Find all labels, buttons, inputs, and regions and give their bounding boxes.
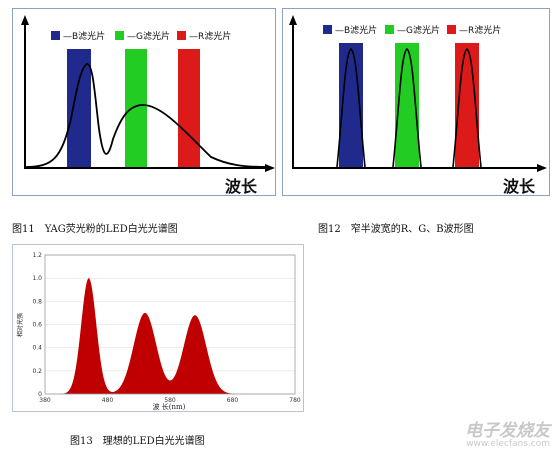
fig11-legend-b-swatch	[51, 31, 60, 40]
fig11-legend-b-label: —B滤光片	[63, 32, 106, 42]
fig12-legend-r-swatch	[447, 25, 456, 34]
fig13-y-tick-labels: 0 0.2 0.4 0.6 0.8 1.0 1.2	[32, 252, 42, 398]
fig13-x-tick-label: 580	[164, 397, 176, 404]
fig12-plot	[289, 15, 547, 172]
fig13-y-tick-label: 0	[38, 391, 42, 398]
fig11-legend-g: —G滤光片	[115, 29, 170, 42]
fig12-legend-r: —R滤光片	[447, 23, 501, 36]
fig12-legend-b-swatch	[323, 25, 332, 34]
fig12-x-arrow-icon	[537, 164, 547, 172]
fig12-caption: 图12 窄半波宽的R、G、B波形图	[318, 224, 474, 235]
fig11-xlabel: 波长	[225, 177, 258, 196]
fig13-ylabel: 相对光强	[16, 313, 24, 337]
fig12-panel: —B滤光片 —G滤光片 —R滤光片 波长	[282, 8, 550, 196]
fig12-peak-red	[452, 48, 482, 168]
fig13-chart: 0 0.2 0.4 0.6 0.8 1.0 1.2 380 480 580 680 780 相对光强…	[16, 252, 301, 411]
fig13-caption: 图13 理想的LED白光光谱图	[70, 436, 205, 447]
fig13-y-tick-label: 1.2	[32, 252, 42, 259]
fig11-legend-r-swatch	[177, 31, 186, 40]
fig13-xlabel: 波 长(nm)	[153, 402, 186, 411]
fig13-y-tick-label: 0.6	[32, 322, 42, 329]
fig12-y-arrow-icon	[289, 15, 297, 25]
fig12-legend-b-label: —B滤光片	[335, 26, 378, 36]
fig12-peak-blue	[336, 48, 366, 168]
fig11-blue-band	[67, 49, 91, 167]
fig12-legend-g-label: —G滤光片	[397, 26, 440, 36]
fig13-y-tick-label: 1.0	[32, 275, 42, 282]
watermark-cn: 电子发烧友	[465, 421, 550, 441]
fig11-y-arrow-icon	[21, 15, 29, 25]
fig13-y-tick-label: 0.2	[32, 368, 42, 375]
fig12-legend-b: —B滤光片	[323, 23, 377, 36]
fig12-legend-g-swatch	[385, 25, 394, 34]
fig12-legend-g: —G滤光片	[385, 23, 440, 36]
fig13-spectrum-area	[54, 278, 245, 394]
fig13-x-tick-label: 780	[289, 397, 301, 404]
fig11-legend-r: —R滤光片	[177, 29, 231, 42]
fig11-spectrum-curve	[24, 63, 269, 168]
fig11-legend-g-swatch	[115, 31, 124, 40]
fig11-legend-r-label: —R滤光片	[189, 32, 232, 42]
fig13-y-tick-label: 0.8	[32, 298, 42, 305]
fig11-legend-g-label: —G滤光片	[127, 32, 170, 42]
watermark-en: www.elecfans.com	[466, 439, 550, 449]
watermark: 电子发烧友 www.elecfans.com	[465, 416, 550, 449]
fig11-panel: —B滤光片 —G滤光片 —R滤光片 波长	[12, 8, 276, 196]
fig11-red-band	[178, 49, 200, 167]
fig11-x-arrow-icon	[265, 164, 275, 172]
fig11-caption: 图11 YAG荧光粉的LED白光光谱图	[12, 224, 178, 235]
fig13-x-tick-label: 680	[227, 397, 239, 404]
fig11-plot	[21, 15, 275, 172]
fig13-y-tick-label: 0.4	[32, 345, 42, 352]
fig13-x-tick-labels: 380 480 580 680 780	[39, 397, 301, 404]
fig12-legend-r-label: —R滤光片	[459, 26, 502, 36]
fig12-xlabel: 波长	[503, 177, 536, 196]
fig11-legend-b: —B滤光片	[51, 29, 105, 42]
fig13-x-tick-label: 380	[39, 397, 51, 404]
fig13-plot-frame	[44, 254, 296, 395]
fig13-panel: 0 0.2 0.4 0.6 0.8 1.0 1.2 380 480 580 680 780 相对光强…	[12, 244, 304, 412]
fig13-x-tick-label: 480	[102, 397, 114, 404]
fig12-peak-green	[392, 48, 422, 168]
fig11-green-band	[125, 49, 147, 167]
